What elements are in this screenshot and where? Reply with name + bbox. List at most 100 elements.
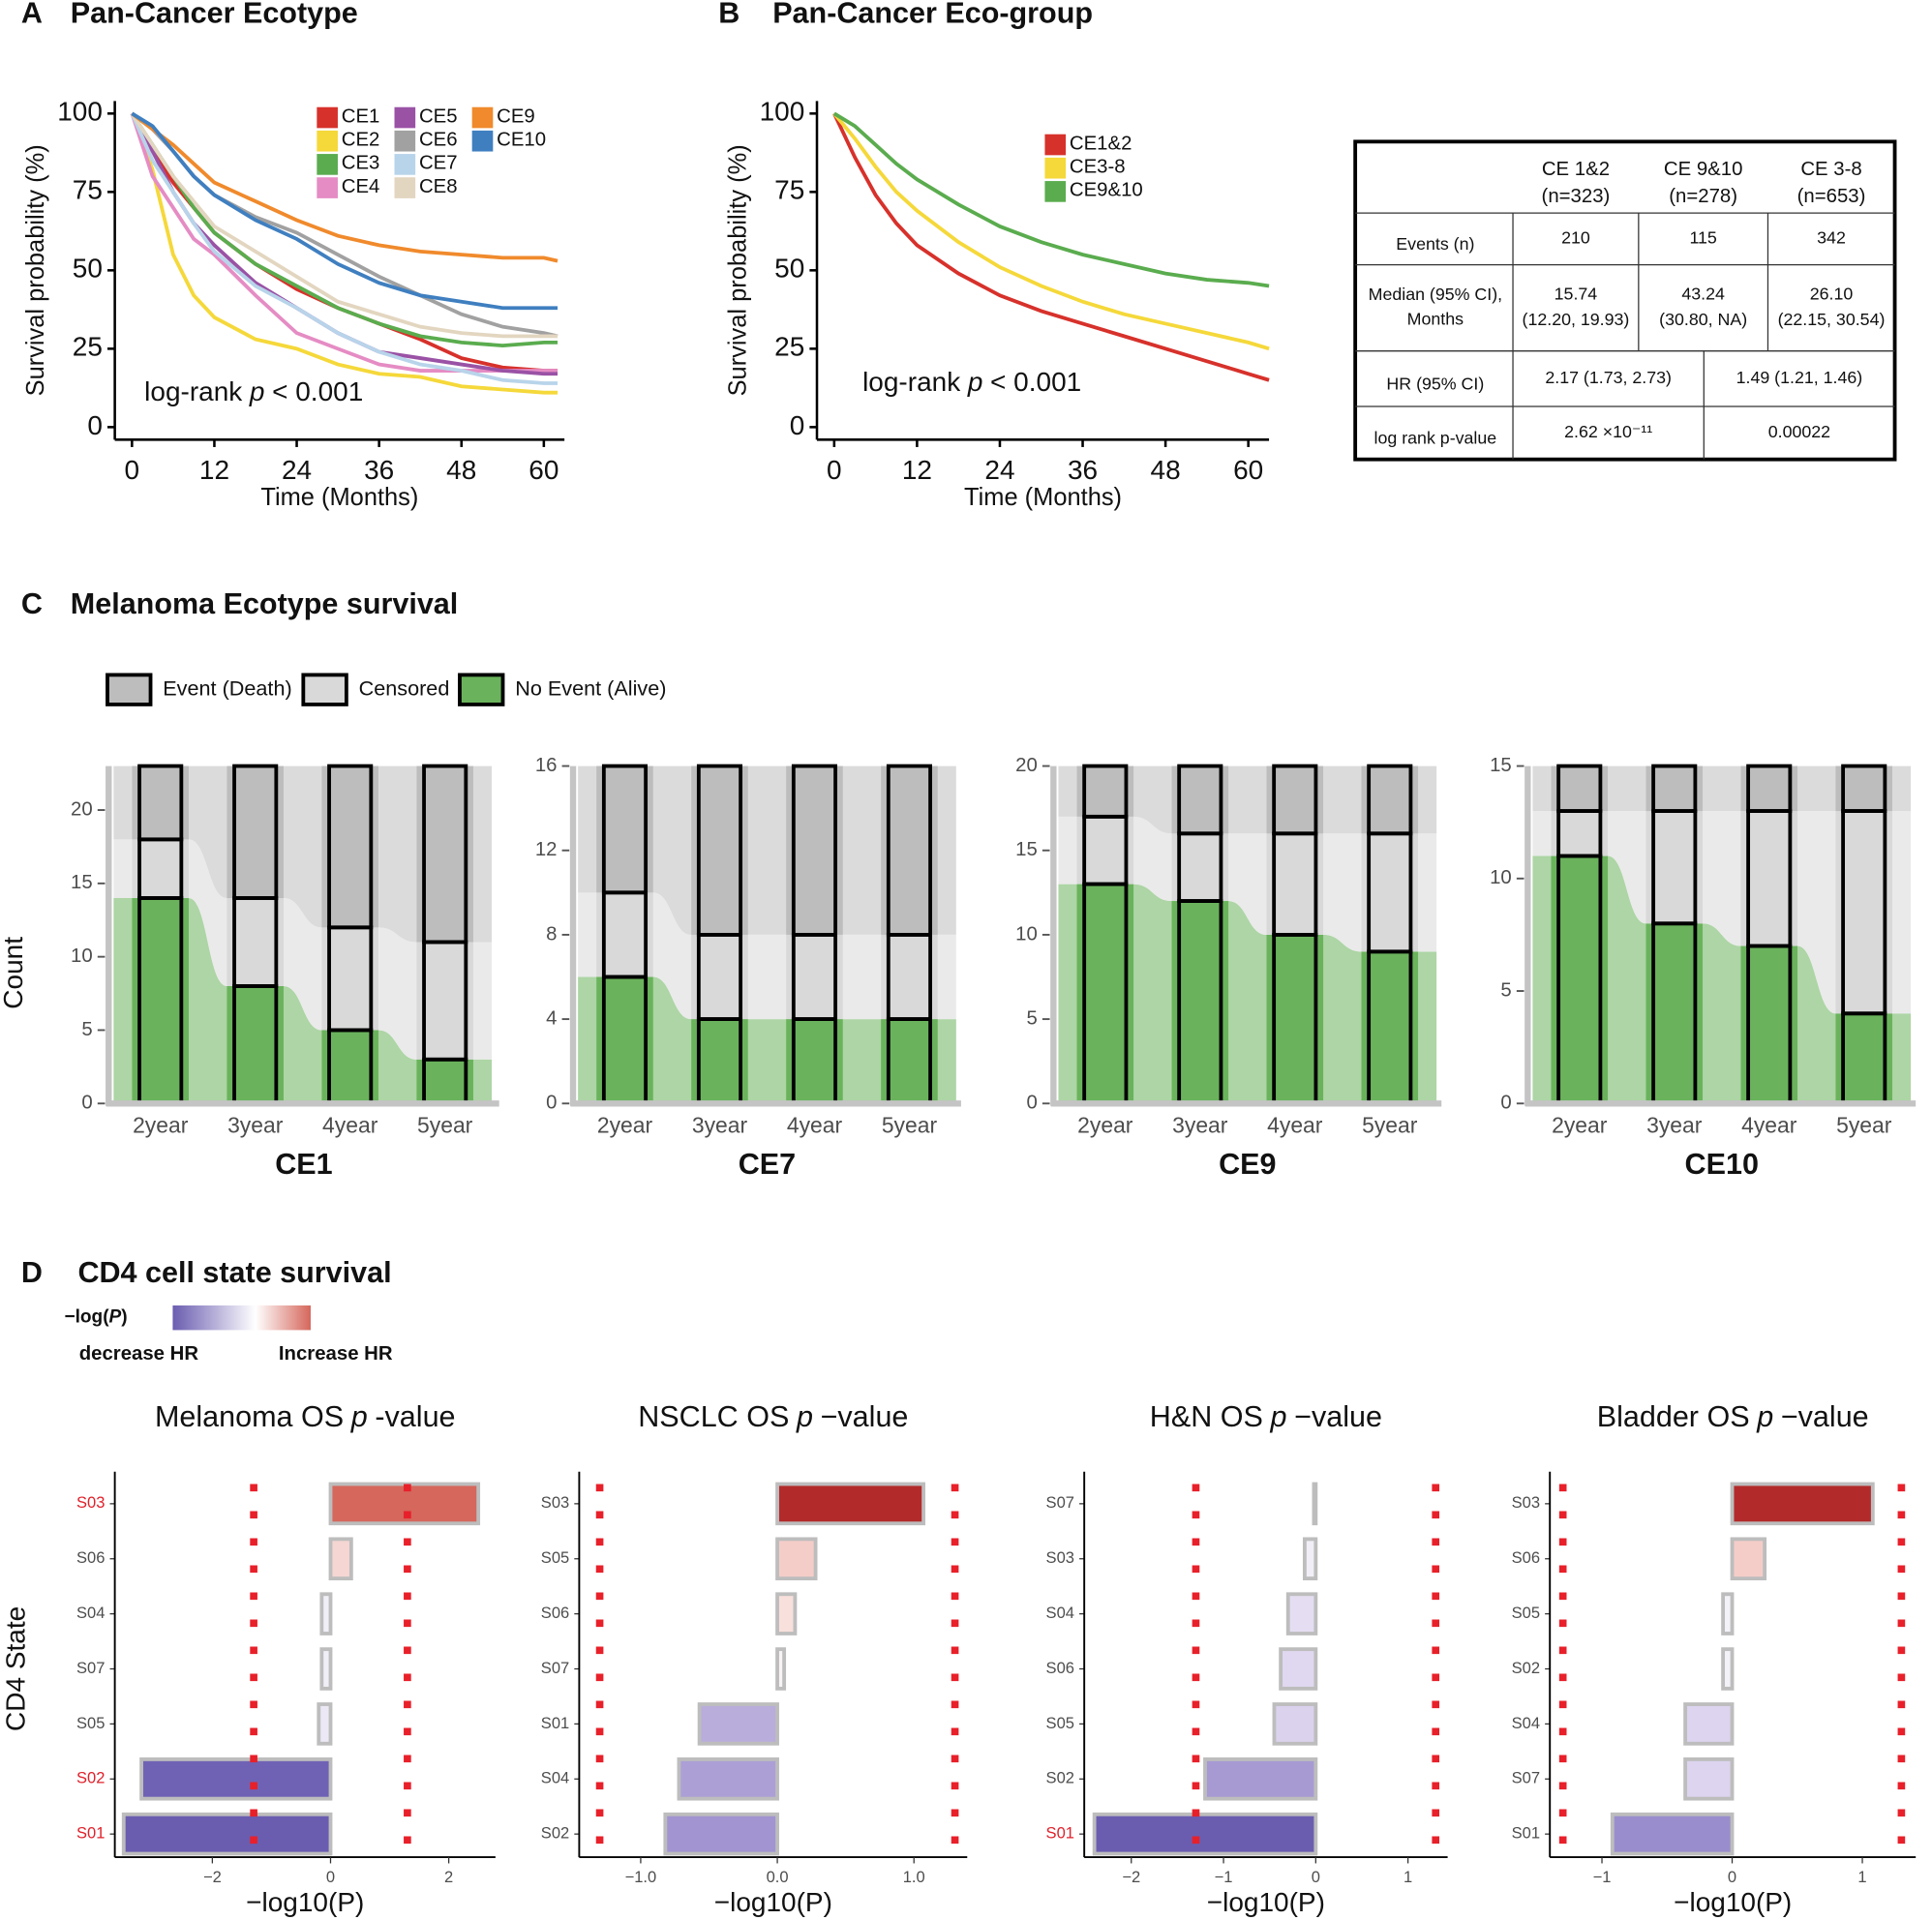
x-tick-label: 48 xyxy=(1151,455,1181,485)
y-tick-label: 0 xyxy=(87,410,103,440)
bar xyxy=(697,1702,779,1746)
y-tick-label: 15 xyxy=(71,872,93,893)
bar xyxy=(1683,1757,1735,1801)
chart-title-part: −value xyxy=(821,1400,909,1433)
survival-curve xyxy=(130,112,558,385)
y-tick-label: 10 xyxy=(1490,867,1512,888)
legend-swatch xyxy=(471,106,494,129)
x-tick-label: 2year xyxy=(1077,1112,1133,1137)
x-tick-label: 1 xyxy=(1404,1868,1412,1886)
legend-swatch xyxy=(458,673,505,706)
scale-title: −log(P) xyxy=(64,1307,127,1328)
legend-label: CE8 xyxy=(419,176,458,197)
table-cell: 2.17 (1.73, 2.73) xyxy=(1545,368,1672,387)
annotation-part: p xyxy=(249,377,265,407)
scale-high-label: Increase HR xyxy=(279,1343,393,1365)
y-tick-label: 0 xyxy=(1026,1093,1037,1114)
bar-outline xyxy=(886,764,933,937)
bar-segment xyxy=(881,765,938,935)
bar xyxy=(775,1537,818,1581)
x-tick-label: 0 xyxy=(1728,1868,1736,1886)
chart-title-part: -value xyxy=(375,1400,455,1433)
legend-label: CE1 xyxy=(342,105,380,127)
legend-label: CE1&2 xyxy=(1070,133,1132,154)
bar-segment xyxy=(786,765,843,935)
legend-label: CE2 xyxy=(342,129,380,150)
x-axis-title: Time (Months) xyxy=(260,484,418,511)
panel-label: C xyxy=(21,587,43,620)
survival-curve xyxy=(832,111,1270,288)
y-tick-label: S01 xyxy=(1046,1824,1074,1843)
annotation: log-rank p < 0.001 xyxy=(144,377,363,407)
chart-title-part: p xyxy=(1270,1400,1287,1433)
panel-title: Pan-Cancer Ecotype xyxy=(71,0,358,29)
panel-label: B xyxy=(718,0,740,29)
bar-segment xyxy=(596,892,653,977)
bar-outline xyxy=(601,764,649,895)
x-tick-label: 5year xyxy=(417,1112,473,1137)
y-tick-label: S02 xyxy=(1512,1659,1540,1677)
y-tick-label: S07 xyxy=(541,1659,569,1677)
x-tick-label: 60 xyxy=(1233,455,1263,485)
table-row-label: Median (95% CI), xyxy=(1369,285,1502,304)
bar xyxy=(1721,1647,1735,1691)
y-tick-label: S06 xyxy=(1046,1659,1074,1677)
legend-label: No Event (Alive) xyxy=(515,675,666,700)
y-tick-label: 100 xyxy=(57,97,103,127)
annotation: log-rank p < 0.001 xyxy=(862,367,1081,397)
y-axis-title: Survival probability (%) xyxy=(725,144,752,396)
annotation-part: p xyxy=(967,367,983,397)
chart-title-part: Bladder OS xyxy=(1597,1400,1750,1433)
bar xyxy=(1302,1537,1318,1581)
panel-title: Pan-Cancer Eco-group xyxy=(772,0,1093,29)
legend-swatch xyxy=(317,177,338,198)
legend-label: CE4 xyxy=(342,176,380,197)
bar xyxy=(677,1757,779,1801)
y-tick-label: 50 xyxy=(73,254,103,284)
y-axis-title: Count xyxy=(0,937,28,1009)
y-tick-label: S02 xyxy=(76,1769,105,1787)
bar-segment xyxy=(1266,833,1324,935)
flow-area xyxy=(1058,765,1437,834)
bar xyxy=(328,1537,353,1581)
table-cell: 342 xyxy=(1817,228,1846,248)
bar-segment xyxy=(226,898,284,986)
x-tick-label: 3year xyxy=(1172,1112,1228,1137)
y-tick-label: S04 xyxy=(76,1604,105,1622)
table-cell: 210 xyxy=(1561,228,1590,248)
bar-segment xyxy=(596,976,653,1104)
chart-title-part: −value xyxy=(1294,1400,1382,1433)
table-cell: (22.15, 30.54) xyxy=(1778,310,1886,329)
x-tick-label: 4year xyxy=(1741,1112,1797,1137)
table-cell: 0.00022 xyxy=(1768,422,1830,441)
table-header: (n=323) xyxy=(1542,186,1611,207)
bar-segment xyxy=(691,934,748,1020)
x-tick-label: 4year xyxy=(787,1112,843,1137)
bar-outline xyxy=(327,764,374,930)
panel-label: A xyxy=(21,0,43,29)
annotation-part: < 0.001 xyxy=(990,367,1081,397)
y-tick-label: S03 xyxy=(1512,1493,1540,1512)
color-scale xyxy=(172,1305,311,1331)
chart-title: Melanoma OS p -value xyxy=(155,1400,456,1433)
table-border xyxy=(1353,139,1897,462)
x-axis-title: −log10(P) xyxy=(1674,1887,1792,1917)
bar xyxy=(1285,1592,1318,1635)
x-tick-label: 0 xyxy=(1312,1868,1320,1886)
bar-outline xyxy=(1272,764,1318,836)
flow-area xyxy=(578,765,956,935)
y-tick-label: 15 xyxy=(1015,839,1038,860)
legend-swatch xyxy=(394,177,416,198)
x-tick-label: 24 xyxy=(984,455,1014,485)
bar-segment xyxy=(416,1059,473,1104)
chart-title: CE10 xyxy=(1685,1148,1759,1181)
y-tick-label: S06 xyxy=(76,1548,105,1567)
panel-title: CD4 cell state survival xyxy=(77,1256,391,1289)
y-tick-label: S07 xyxy=(1512,1769,1540,1787)
x-tick-label: 60 xyxy=(528,455,558,485)
bar-outline xyxy=(1177,764,1223,836)
x-tick-label: −2 xyxy=(203,1868,222,1886)
legend-swatch xyxy=(1044,181,1067,202)
y-tick-label: S03 xyxy=(76,1493,105,1512)
flow-area xyxy=(1532,811,1912,1014)
